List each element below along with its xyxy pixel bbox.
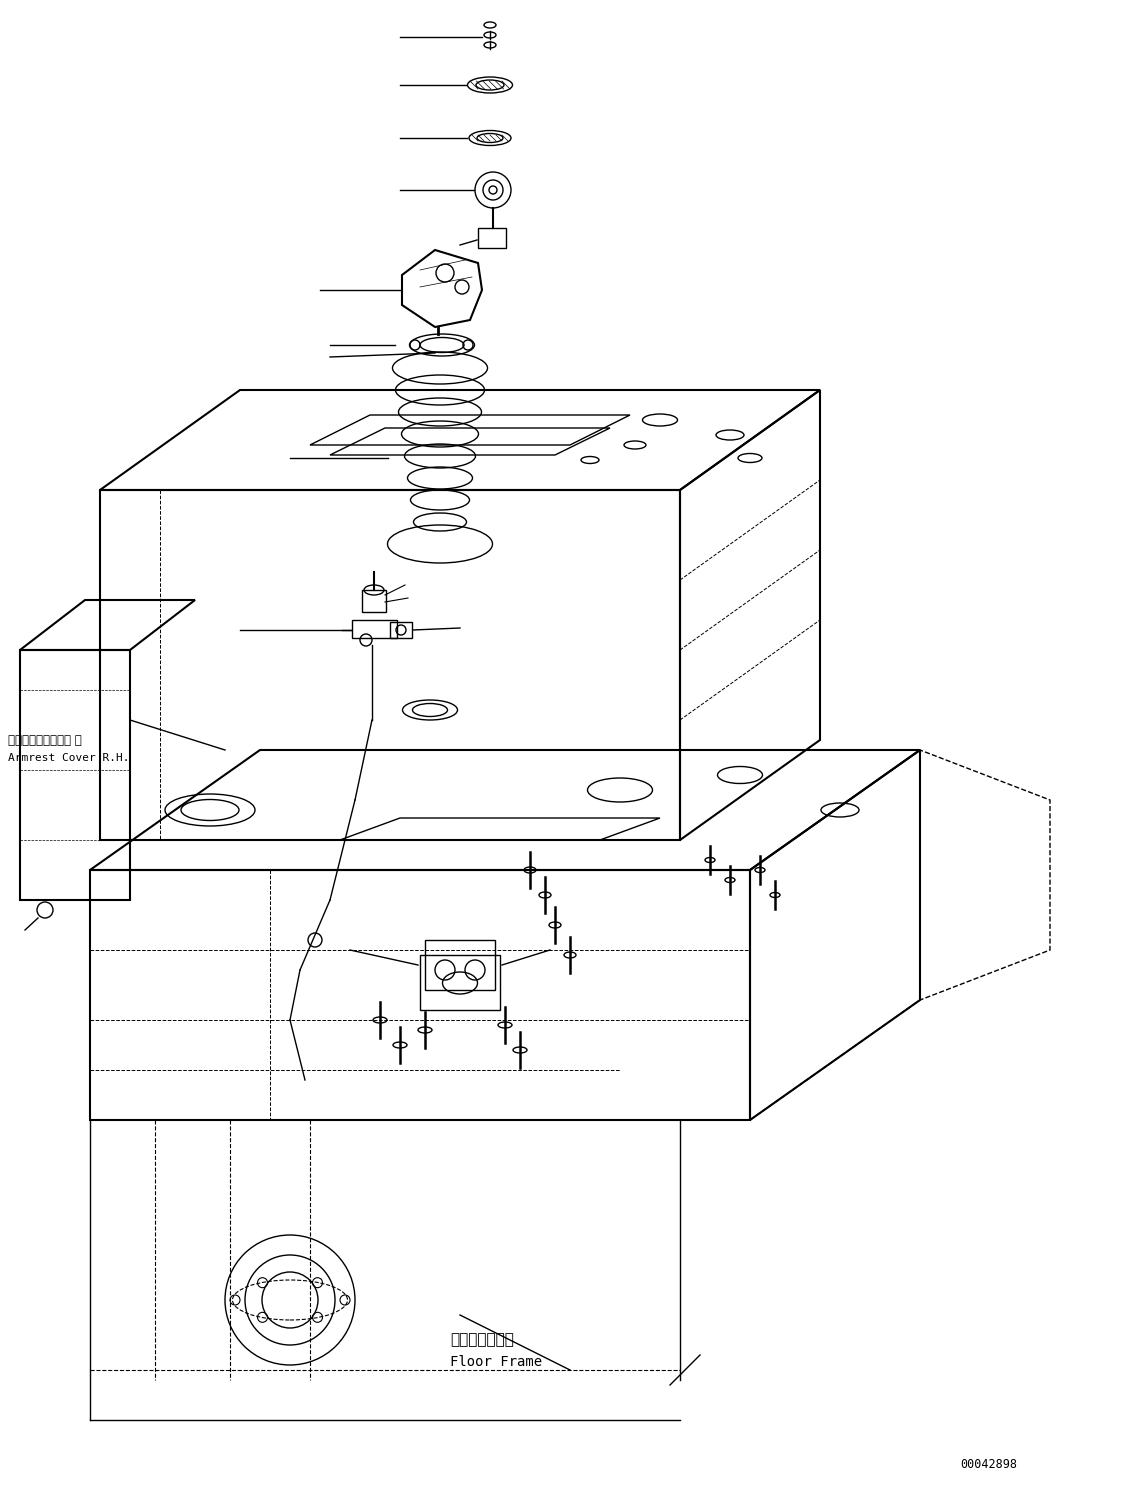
Bar [352, 619, 397, 637]
Text: アームレストカバー 右: アームレストカバー 右 [8, 734, 81, 746]
Text: Armrest Cover R.H.: Armrest Cover R.H. [8, 753, 130, 762]
Text: Floor Frame: Floor Frame [450, 1355, 543, 1368]
Bar [390, 622, 412, 637]
Bar [426, 940, 496, 990]
Text: 00042898: 00042898 [960, 1459, 1017, 1471]
Bar [362, 590, 387, 612]
Bar [420, 954, 500, 1010]
Bar [478, 228, 506, 249]
Text: フロアフレーム: フロアフレーム [450, 1333, 514, 1348]
